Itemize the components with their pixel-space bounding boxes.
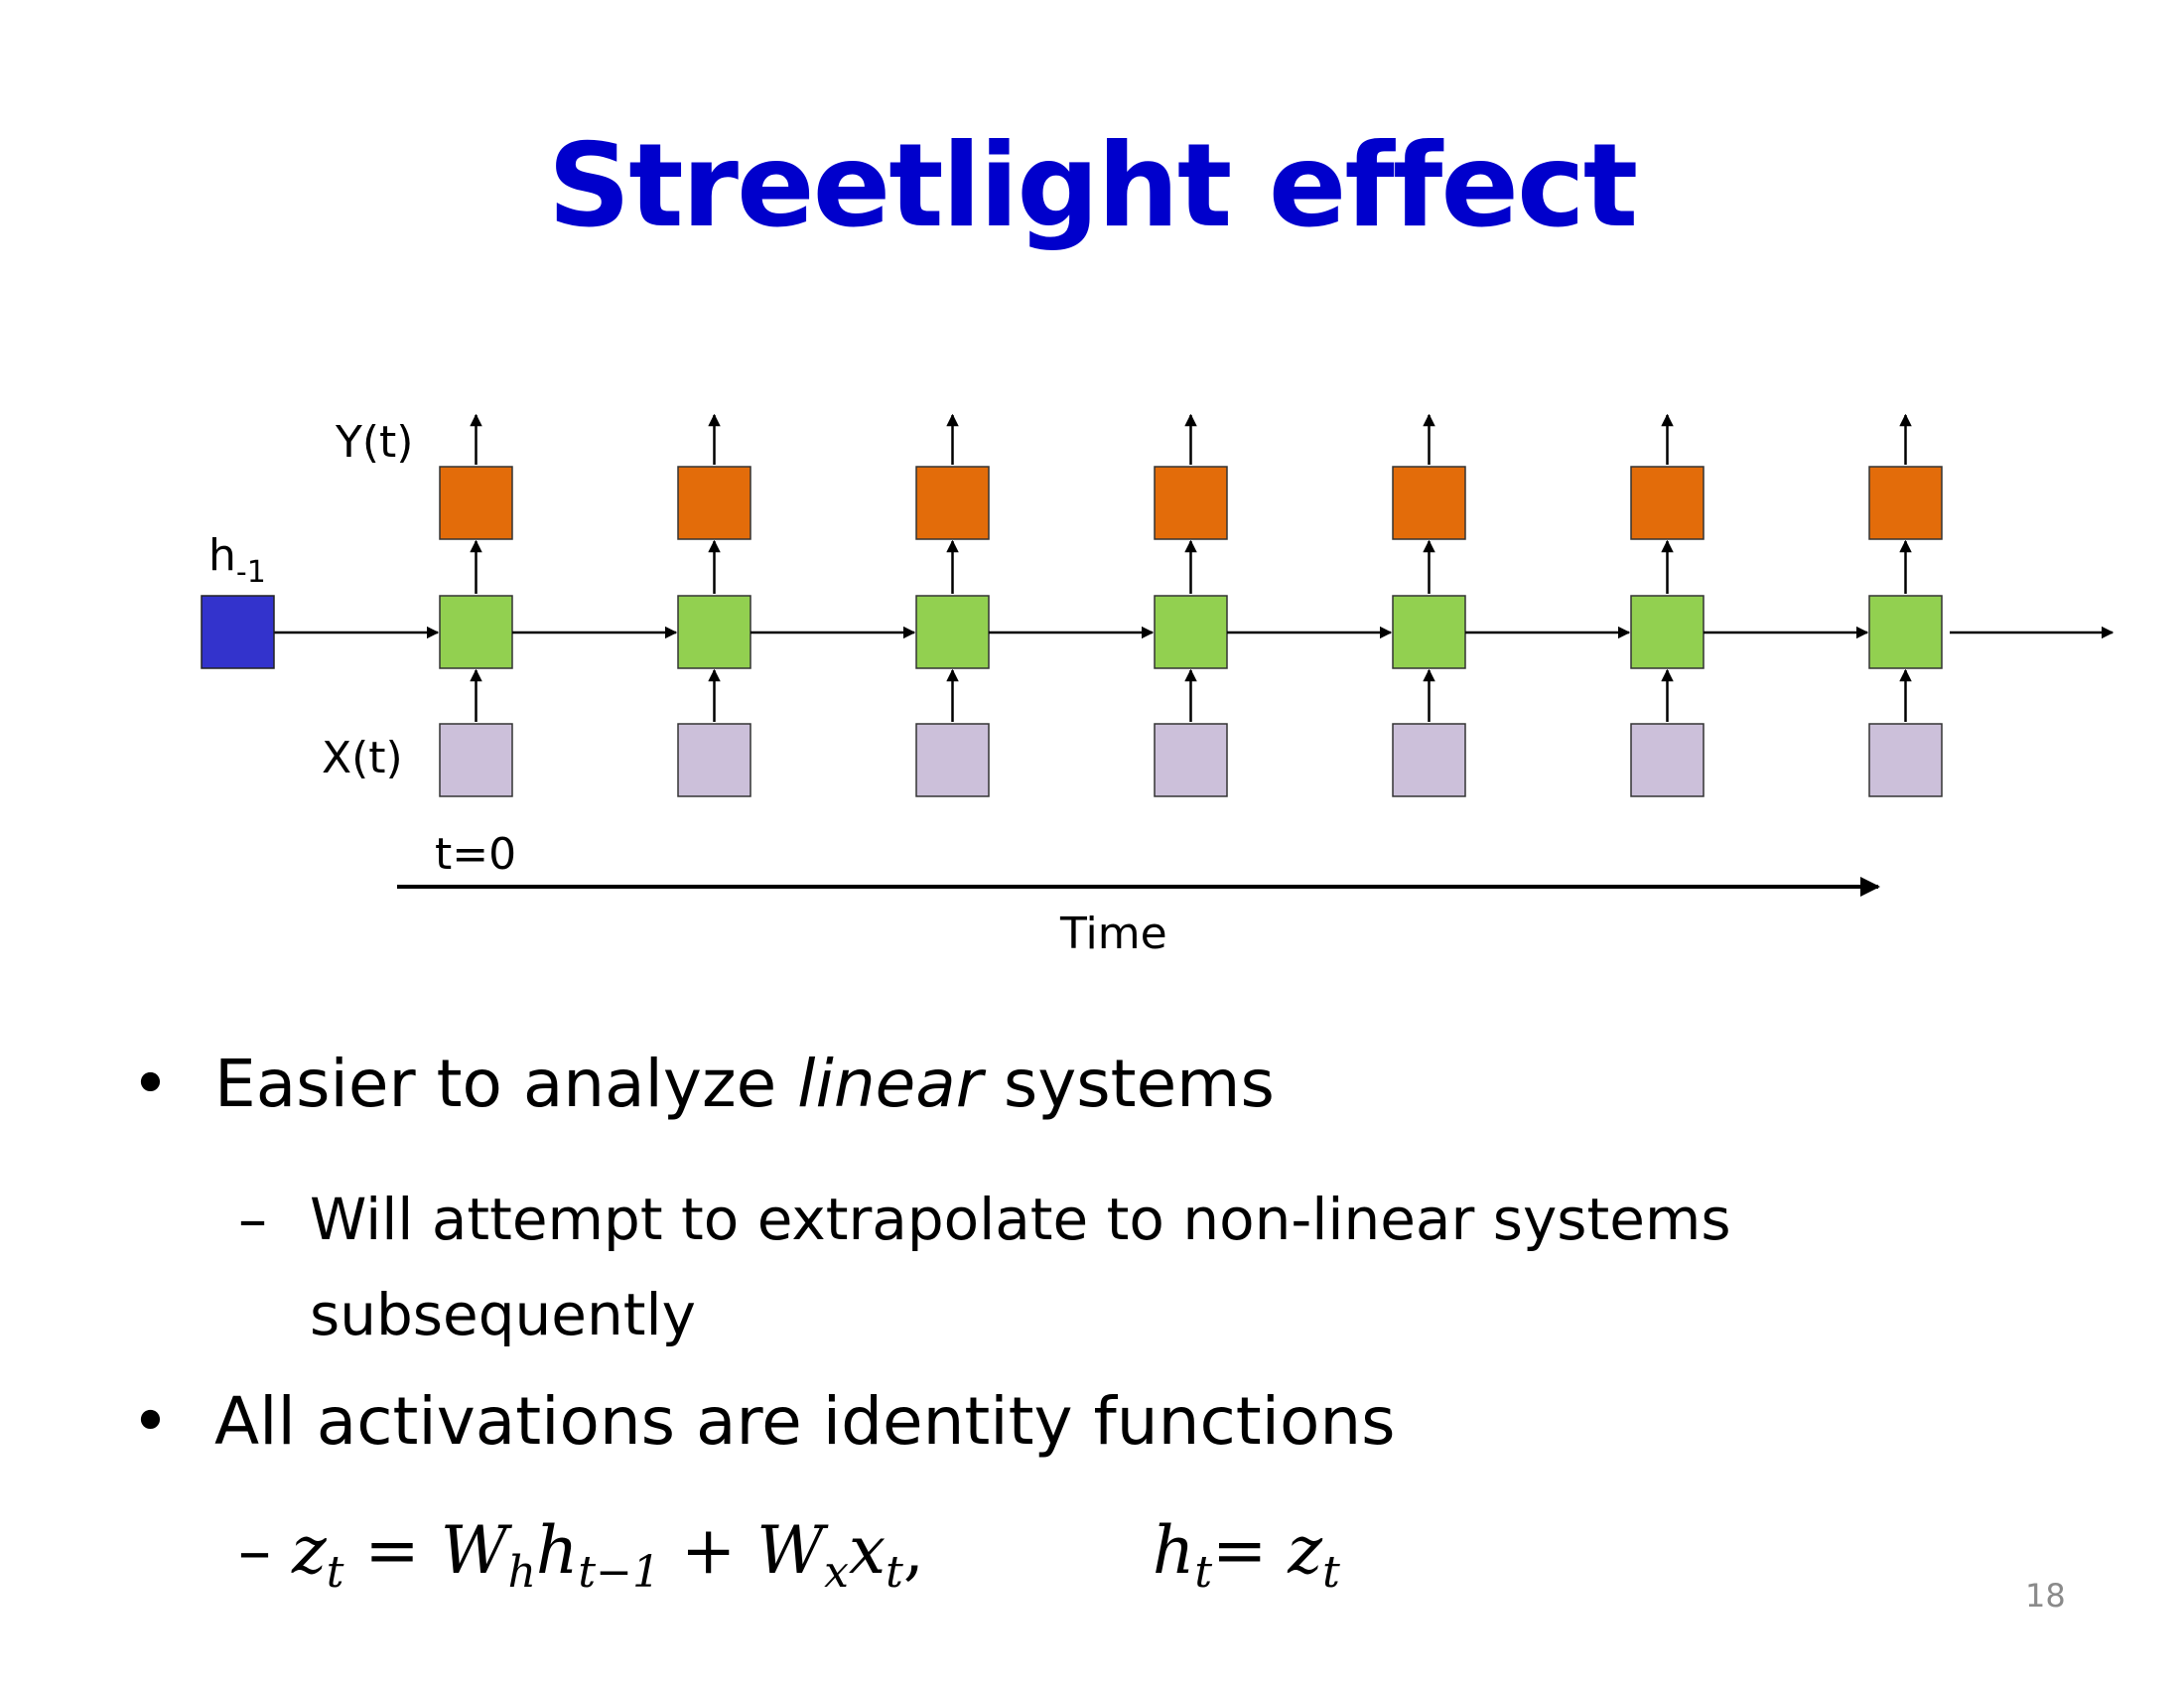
output-box bbox=[915, 466, 990, 540]
page-number: 18 bbox=[2025, 1577, 2066, 1615]
input-box bbox=[1868, 723, 1943, 797]
output-box bbox=[1868, 466, 1943, 540]
output-box bbox=[677, 466, 751, 540]
output-box bbox=[1154, 466, 1228, 540]
hidden-state-box bbox=[1630, 595, 1705, 669]
slide-title: Streetlight effect bbox=[547, 119, 1638, 253]
sub-bullet-extrapolate: – Will attempt to extrapolate to non-lin… bbox=[238, 1172, 1898, 1362]
input-box bbox=[1630, 723, 1705, 797]
sub-bullet-marker: – bbox=[238, 1186, 267, 1253]
output-label: Y(t) bbox=[335, 417, 413, 468]
input-box bbox=[439, 723, 513, 797]
bullet-marker: • bbox=[131, 1046, 170, 1122]
input-box bbox=[1392, 723, 1466, 797]
initial-state-box bbox=[201, 595, 275, 669]
output-box bbox=[1392, 466, 1466, 540]
input-box bbox=[915, 723, 990, 797]
output-box bbox=[1630, 466, 1705, 540]
time-axis-label: Time bbox=[1059, 909, 1167, 959]
hidden-state-box bbox=[1868, 595, 1943, 669]
equation-line: – zt = Whht−1 + Wxxt, ht= zt bbox=[238, 1512, 1340, 1598]
input-box bbox=[1154, 723, 1228, 797]
input-box bbox=[677, 723, 751, 797]
start-time-label: t=0 bbox=[435, 829, 516, 880]
bullet-linear-systems: • Easier to analyze linear systems bbox=[131, 1046, 1275, 1122]
input-label: X(t) bbox=[322, 733, 403, 783]
hidden-state-box bbox=[439, 595, 513, 669]
sub-bullet-marker: – bbox=[238, 1512, 271, 1589]
bullet-identity-activations: • All activations are identity functions bbox=[131, 1383, 1396, 1460]
hidden-state-box bbox=[1392, 595, 1466, 669]
output-box bbox=[439, 466, 513, 540]
hidden-state-box bbox=[1154, 595, 1228, 669]
timestep-cells bbox=[274, 413, 2115, 797]
bullet-marker: • bbox=[131, 1383, 170, 1460]
initial-state-label: h-1 bbox=[208, 530, 266, 590]
